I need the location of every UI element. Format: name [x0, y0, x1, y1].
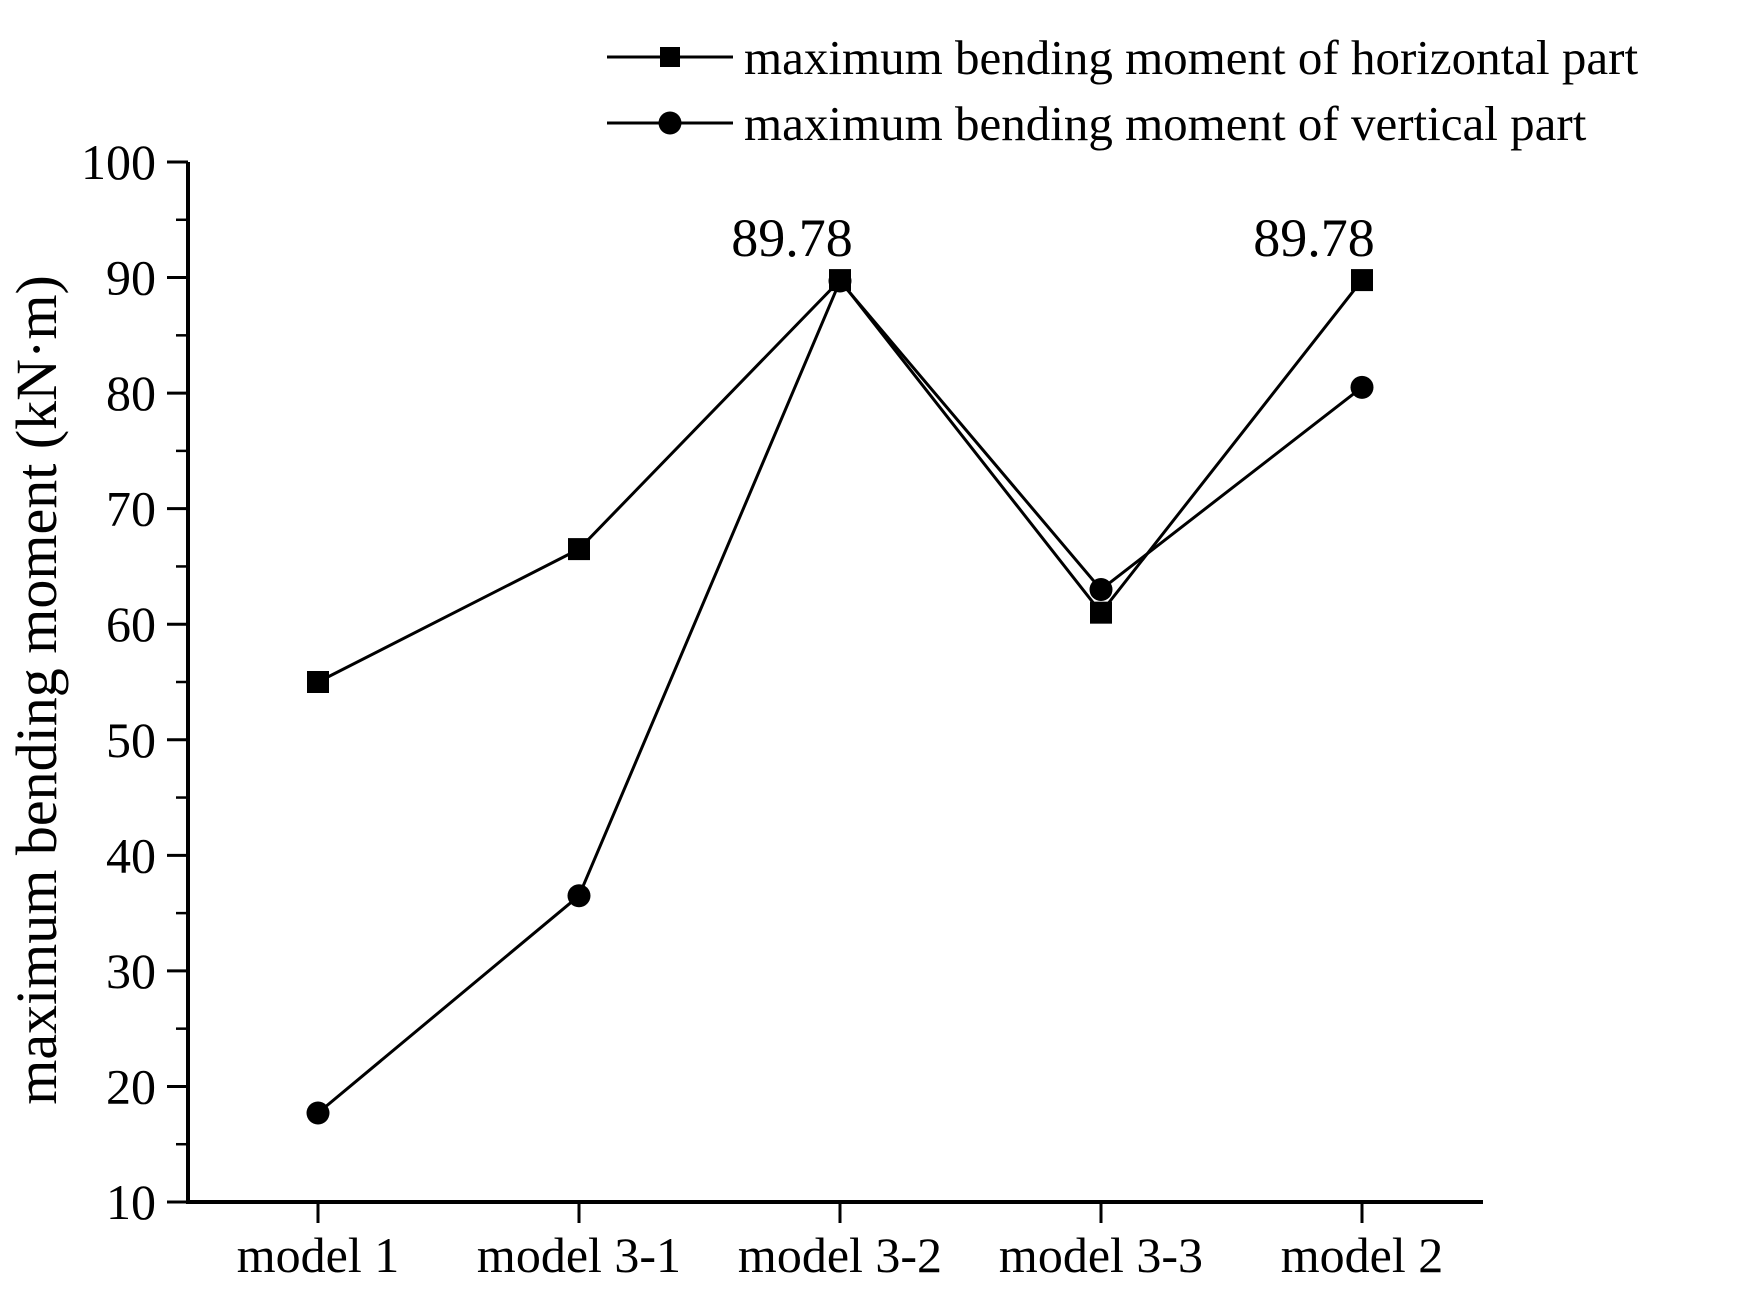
- series-line-vertical: [317, 278, 1363, 1115]
- x-tick-label: model 2: [1281, 1227, 1443, 1283]
- data-point-vertical-1: [567, 884, 591, 908]
- legend-marker-circle-icon: [607, 111, 733, 135]
- data-point-horizontal-4: [1351, 269, 1373, 292]
- y-tick-label: 30: [106, 943, 156, 999]
- y-tick-label: 100: [81, 134, 156, 190]
- legend-marker-square-icon: [607, 47, 733, 67]
- y-tick-label: 20: [106, 1058, 156, 1114]
- legend-item-vertical-part: maximum bending moment of vertical part: [605, 90, 1638, 156]
- data-point-horizontal-1: [568, 538, 590, 561]
- y-tick-label: 80: [106, 365, 156, 421]
- x-tick-label: model 3-2: [738, 1227, 942, 1283]
- data-point-horizontal-2: [829, 269, 851, 292]
- x-tick-label: model 3-1: [477, 1227, 681, 1283]
- y-axis-title: maximum bending moment (kN·m): [4, 275, 69, 1105]
- legend: maximum bending moment of horizontal par…: [605, 24, 1638, 156]
- x-tick-label: model 1: [237, 1227, 399, 1283]
- y-tick-label: 40: [106, 827, 156, 883]
- series-line-horizontal: [317, 277, 1364, 684]
- y-tick-label: 70: [106, 481, 156, 537]
- legend-label-vertical-part: maximum bending moment of vertical part: [744, 95, 1587, 151]
- legend-label-horizontal-part: maximum bending moment of horizontal par…: [744, 29, 1639, 85]
- legend-item-horizontal-part: maximum bending moment of horizontal par…: [605, 24, 1638, 90]
- data-point-horizontal-3: [1090, 601, 1112, 624]
- data-point-horizontal-0: [307, 671, 329, 693]
- data-point-vertical-3: [1089, 578, 1113, 602]
- y-tick-label: 50: [106, 712, 156, 768]
- data-point-vertical-4: [1350, 375, 1374, 399]
- data-label: 89.78: [731, 208, 853, 268]
- y-tick-label: 10: [106, 1174, 156, 1230]
- data-point-vertical-0: [306, 1101, 330, 1125]
- data-label: 89.78: [1253, 208, 1375, 268]
- y-tick-label: 90: [106, 250, 156, 306]
- x-tick-label: model 3-3: [999, 1227, 1203, 1283]
- y-tick-label: 60: [106, 596, 156, 652]
